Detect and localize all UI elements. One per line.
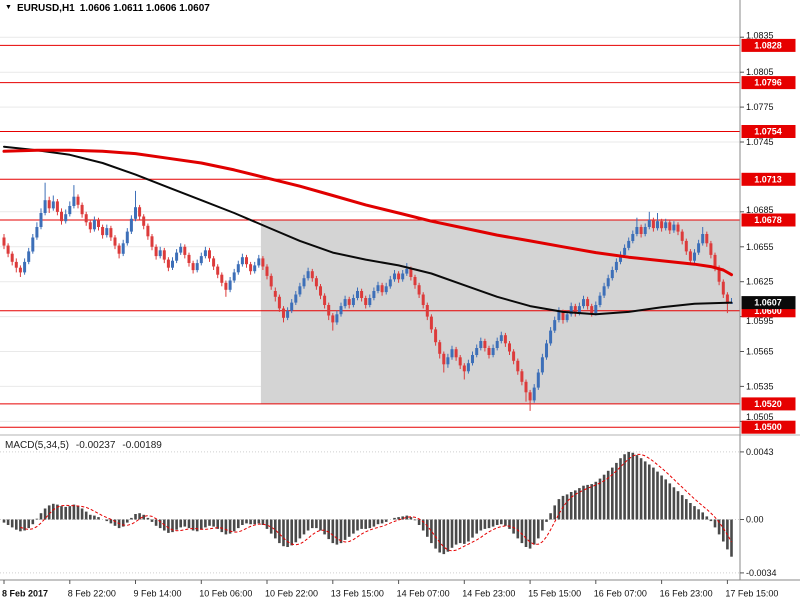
svg-text:15 Feb 15:00: 15 Feb 15:00 [528,589,581,599]
time-axis[interactable]: 8 Feb 2017 8 Feb 22:00 9 Feb 14:00 10 Feb 0… [2,580,778,599]
svg-text:0.0043: 0.0043 [746,447,774,457]
chart-symbol-header: ▼ EURUSD,H1 1.0606 1.0611 1.0606 1.0607 [5,3,210,14]
svg-text:1.0520: 1.0520 [754,399,782,409]
svg-text:0.00: 0.00 [746,515,764,525]
svg-text:1.0835: 1.0835 [746,30,774,40]
svg-text:1.0607: 1.0607 [754,298,782,308]
svg-text:10 Feb 06:00: 10 Feb 06:00 [199,589,252,599]
svg-text:8 Feb 2017: 8 Feb 2017 [2,589,48,599]
svg-text:1.0775: 1.0775 [746,102,774,112]
ma-fast-black [3,145,733,316]
support-resistance-lines[interactable] [0,44,740,428]
svg-text:1.0796: 1.0796 [754,78,782,88]
svg-text:14 Feb 07:00: 14 Feb 07:00 [397,589,450,599]
svg-text:1.0565: 1.0565 [746,347,774,357]
svg-text:8 Feb 22:00: 8 Feb 22:00 [68,589,116,599]
ma-slow-red [2,148,733,277]
svg-text:10 Feb 22:00: 10 Feb 22:00 [265,589,318,599]
svg-text:1.0713: 1.0713 [754,174,782,184]
svg-text:1.0500: 1.0500 [754,422,782,432]
svg-text:13 Feb 15:00: 13 Feb 15:00 [331,589,384,599]
dropdown-arrow-icon[interactable]: ▼ [5,4,12,11]
macd-main-value: -0.00237 [75,440,116,451]
symbol-timeframe-label: EURUSD,H1 [16,3,75,14]
macd-histogram [2,451,733,557]
svg-text:1.0600: 1.0600 [754,306,782,316]
ohlc-values: 1.0606 1.0611 1.0606 1.0607 [79,3,210,14]
macd-signal-value: -0.00189 [122,440,162,451]
svg-text:1.0505: 1.0505 [746,412,774,422]
svg-text:14 Feb 23:00: 14 Feb 23:00 [462,589,515,599]
pane-separators [0,0,800,581]
consolidation-zone [260,220,740,404]
svg-text:1.0745: 1.0745 [746,137,774,147]
svg-text:1.0625: 1.0625 [746,277,774,287]
svg-text:17 Feb 15:00: 17 Feb 15:00 [725,589,778,599]
macd-signal-line [20,453,732,552]
svg-text:1.0655: 1.0655 [746,242,774,252]
svg-text:16 Feb 23:00: 16 Feb 23:00 [660,589,713,599]
svg-text:9 Feb 14:00: 9 Feb 14:00 [134,589,182,599]
svg-text:1.0754: 1.0754 [754,127,782,137]
svg-text:-0.0034: -0.0034 [746,568,777,578]
svg-text:1.0685: 1.0685 [746,205,774,215]
svg-text:1.0828: 1.0828 [754,40,782,50]
svg-text:1.0595: 1.0595 [746,316,774,326]
current-price-tag [741,296,796,310]
svg-text:1.0535: 1.0535 [746,381,774,391]
svg-text:1.0805: 1.0805 [746,67,774,77]
price-axis[interactable]: 1.0835 1.0805 1.0775 1.0745 1.0685 1.0655 1.06… [740,30,796,434]
macd-indicator-header: MACD(5,34,5) -0.00237 -0.00189 [5,440,162,451]
macd-label: MACD(5,34,5) [5,440,69,451]
svg-text:16 Feb 07:00: 16 Feb 07:00 [594,589,647,599]
macd-axis[interactable]: 0.0043 0.00 -0.0034 [740,447,777,578]
svg-text:1.0678: 1.0678 [754,215,782,225]
